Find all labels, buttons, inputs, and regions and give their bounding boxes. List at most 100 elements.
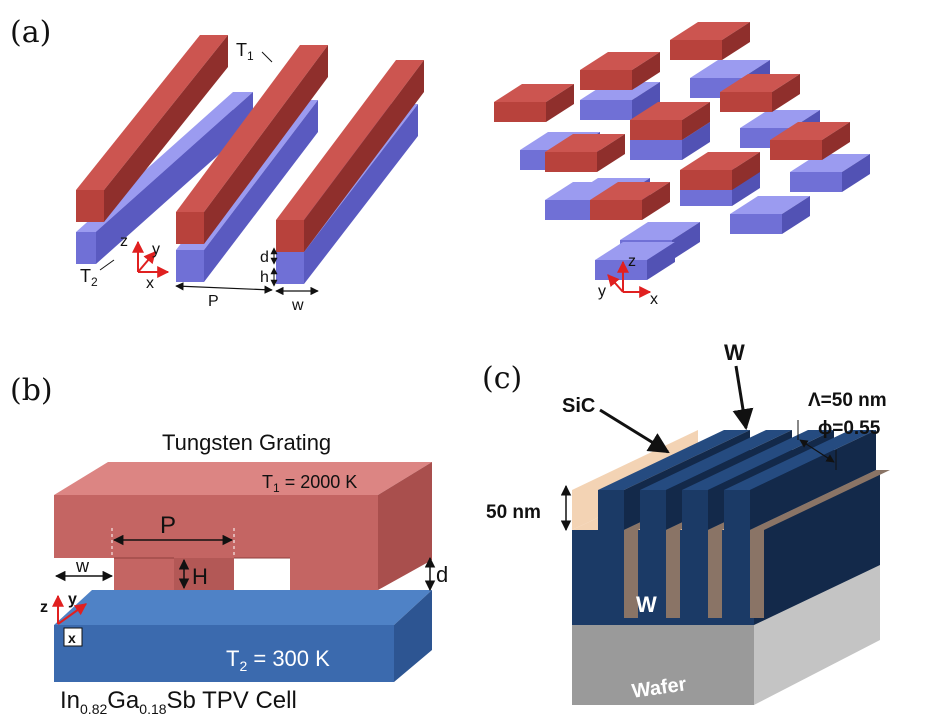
cell-side-face xyxy=(394,590,432,682)
axis-y-label-right: y xyxy=(598,283,606,300)
block-top xyxy=(740,110,820,128)
blue-block-5 xyxy=(790,154,870,192)
dim-w-label-b: w xyxy=(75,556,90,576)
axis-x-label-b: x xyxy=(68,630,76,646)
block-top xyxy=(620,222,700,240)
block-top xyxy=(494,84,574,102)
block-top xyxy=(680,152,760,170)
block-side xyxy=(642,182,670,220)
groove-top xyxy=(750,470,890,530)
t2-label: T2 xyxy=(80,266,98,289)
block-front xyxy=(680,170,732,190)
thickness-label: 50 nm xyxy=(486,502,541,523)
block-top xyxy=(790,154,870,172)
t1-label: T1 xyxy=(236,40,254,63)
stripe-1 xyxy=(76,35,253,264)
groove-front xyxy=(624,530,638,618)
ridge-front xyxy=(682,490,708,530)
block-front xyxy=(720,92,772,112)
stripe-3-top-front xyxy=(276,220,304,252)
stripe-1-bottom-front xyxy=(76,232,96,264)
block-front xyxy=(680,186,732,206)
block-side xyxy=(732,168,760,206)
axis-x-label: x xyxy=(146,275,154,292)
sic-label: SiC xyxy=(562,395,595,417)
w-top-arrow xyxy=(732,365,754,431)
block-top xyxy=(630,102,710,120)
red-block-3 xyxy=(720,74,800,112)
tpv-cell xyxy=(54,590,432,682)
w-body-side xyxy=(754,470,880,625)
block-side xyxy=(822,122,850,160)
block-top xyxy=(595,242,675,260)
panel-b-label: (b) xyxy=(10,373,53,408)
axis-y-label-b: y xyxy=(68,591,77,608)
t1-leader xyxy=(261,51,273,63)
axis-y-arrow xyxy=(137,251,156,273)
block-front xyxy=(580,70,632,90)
stripe-3 xyxy=(276,60,424,284)
block-side xyxy=(782,196,810,234)
dim-d-label: d xyxy=(260,249,269,266)
stripe-3-bottom-front xyxy=(276,252,304,284)
block-side xyxy=(546,84,574,122)
dim-p-label-b: P xyxy=(160,512,176,539)
grating-tooth xyxy=(114,558,174,590)
block-side xyxy=(732,152,760,190)
stripe-1-top-top xyxy=(76,35,228,190)
wafer-side xyxy=(754,560,880,705)
block-front xyxy=(630,140,682,160)
ridge-side xyxy=(750,430,876,530)
stripe-3-top-top xyxy=(276,60,424,220)
ridge-top xyxy=(640,430,792,490)
axis-z-label: z xyxy=(120,233,128,250)
dim-d-label-b: d xyxy=(436,562,448,587)
red-block-7 xyxy=(545,134,625,172)
block-front xyxy=(630,120,682,140)
block-front xyxy=(545,152,597,172)
dim-w-label: w xyxy=(291,297,304,314)
stripe-gratings xyxy=(76,35,424,284)
ridge-front xyxy=(640,490,666,530)
block-front xyxy=(670,40,722,60)
panel-a: (a) xyxy=(10,15,870,314)
axis-z-label-right: z xyxy=(628,253,636,270)
grating-side-face xyxy=(378,462,432,590)
ridge-top xyxy=(682,430,834,490)
grating-top-face xyxy=(54,462,432,495)
block-top xyxy=(590,182,670,200)
stripe-2-bottom-side xyxy=(204,100,318,282)
axis-x-label-right: x xyxy=(650,291,658,308)
block-top xyxy=(670,22,750,40)
t2-leader xyxy=(99,259,115,271)
block-top xyxy=(580,82,660,100)
red-block-2 xyxy=(580,52,660,90)
stripe-2-top-top xyxy=(176,45,328,212)
block-top xyxy=(545,134,625,152)
red-block-8 xyxy=(680,152,760,190)
stripe-3-top-side xyxy=(304,60,424,252)
block-side xyxy=(597,134,625,172)
stripe-1-top-side xyxy=(104,35,228,222)
block-front xyxy=(790,172,842,192)
stripe-1-top-front xyxy=(76,190,104,222)
block-front xyxy=(590,200,642,220)
wafer-front xyxy=(572,620,754,705)
block-side xyxy=(842,154,870,192)
dim-p-label: P xyxy=(208,293,219,310)
block-side xyxy=(632,82,660,120)
cell-top-face xyxy=(54,590,432,625)
tpv-cell-caption: In0.82Ga0.18Sb TPV Cell xyxy=(60,687,297,717)
stripe-3-bottom-side xyxy=(304,104,418,284)
ridge-front xyxy=(598,490,624,530)
block-front xyxy=(580,100,632,120)
block-top xyxy=(720,74,800,92)
axes-a-left: z y x xyxy=(120,233,170,292)
tungsten-grating xyxy=(54,462,432,590)
stripe-1-bottom-right xyxy=(96,92,253,264)
axis-z-label-b: z xyxy=(40,599,48,616)
stripe-2-top-front xyxy=(176,212,204,244)
axis-y-arrow-b xyxy=(57,603,87,625)
red-block-5 xyxy=(630,102,710,140)
